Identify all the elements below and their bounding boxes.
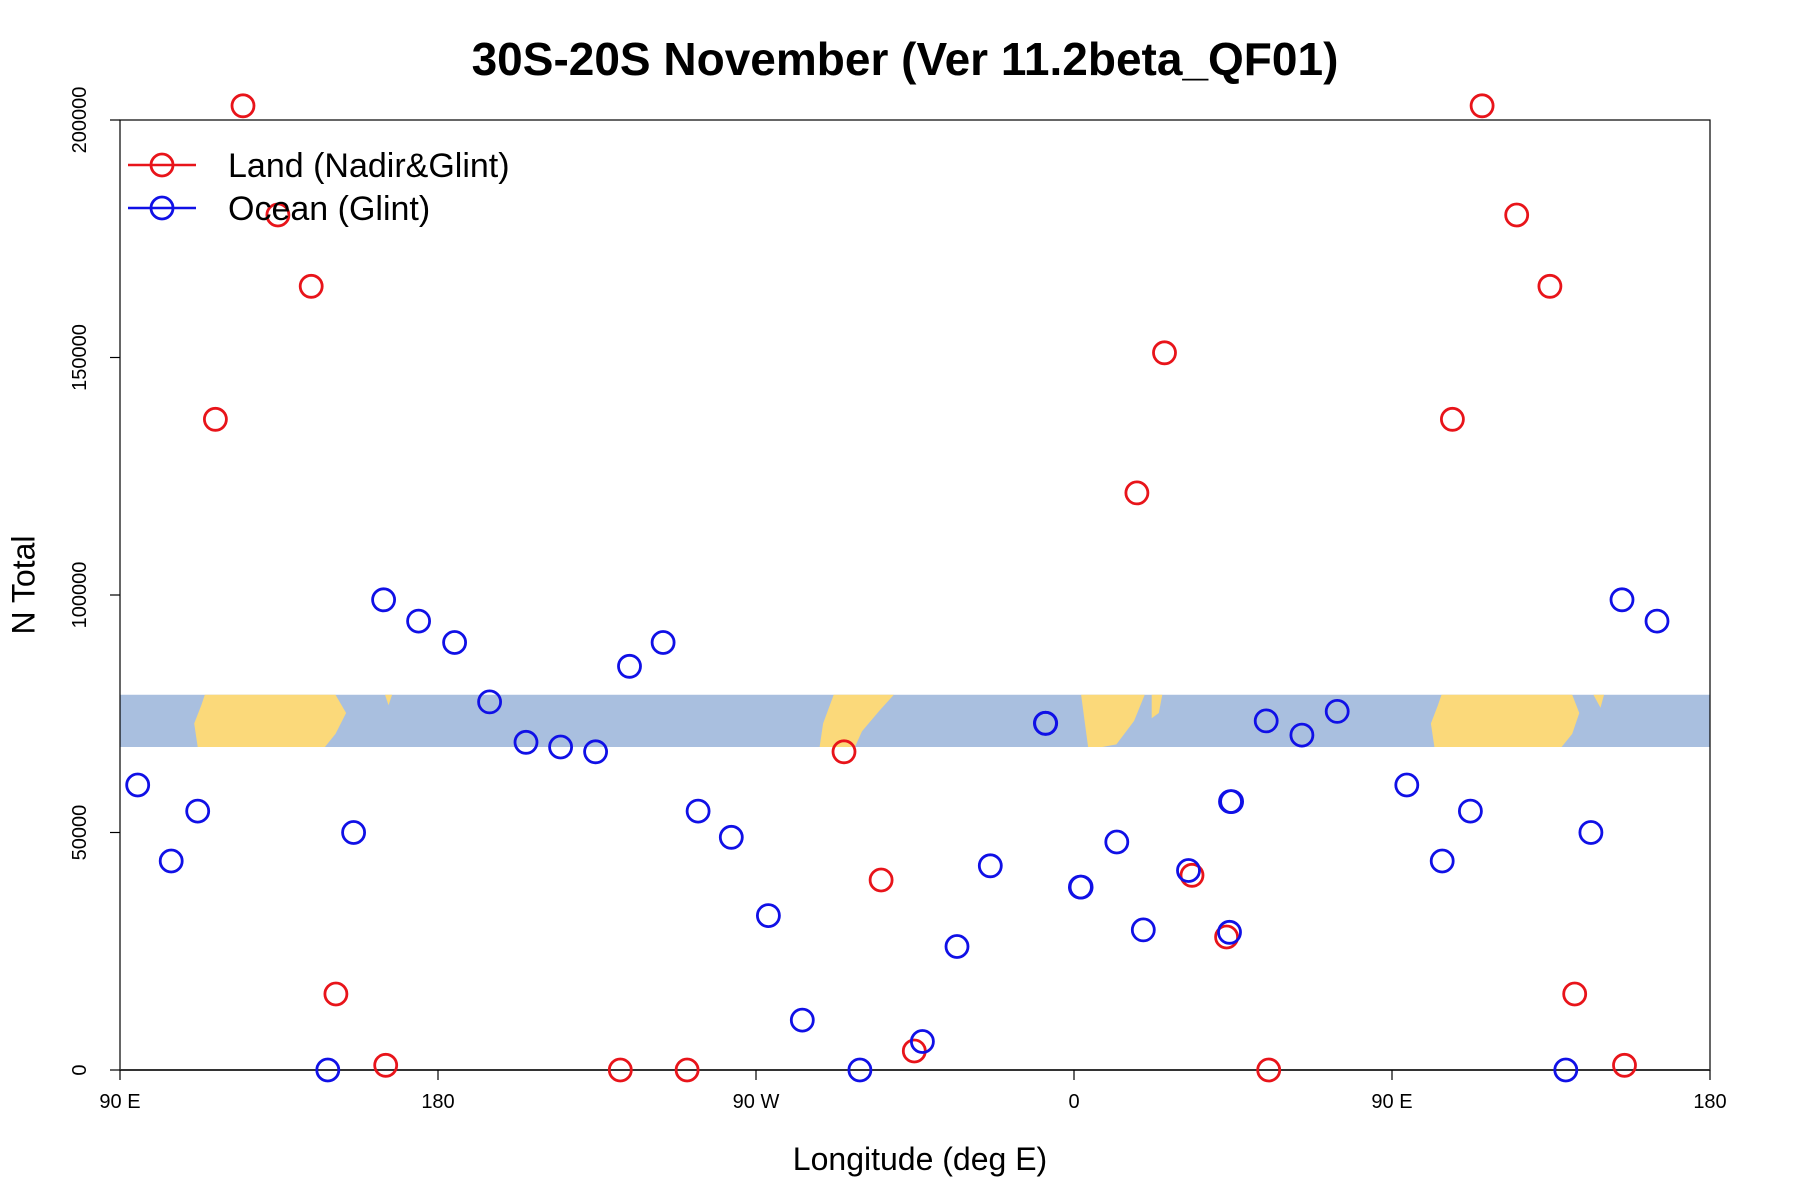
data-point: [548, 734, 573, 760]
data-point: [944, 934, 970, 959]
data-point: [1578, 820, 1604, 845]
data-point: [1429, 848, 1455, 874]
data-point: [674, 1057, 700, 1083]
data-point: [1394, 772, 1420, 798]
data-point: [1644, 608, 1670, 634]
data-point: [650, 630, 676, 655]
x-axis-label: Longitude (deg E): [793, 1141, 1047, 1177]
data-point: [977, 853, 1003, 879]
y-tick-label: 0: [69, 1064, 91, 1075]
data-point: [1562, 981, 1588, 1007]
data-point: [1217, 919, 1242, 945]
map-landmass: [1593, 694, 1604, 708]
data-point: [1324, 699, 1350, 724]
data-point: [406, 608, 432, 634]
legend-label-ocean: Ocean (Glint): [228, 190, 430, 228]
data-point: [1440, 406, 1465, 432]
legend: Land (Nadir&Glint) Ocean (Glint): [128, 147, 510, 228]
map-landmass: [1151, 694, 1163, 719]
data-point: [323, 981, 349, 1007]
data-point: [341, 820, 367, 845]
plot-frame: [119, 119, 1711, 1071]
y-axis: 0 50000 100000 150000 200000: [69, 87, 120, 1076]
data-point: [1104, 829, 1130, 855]
data-point: [607, 1057, 633, 1083]
data-point: [1537, 273, 1563, 299]
data-point: [901, 1038, 927, 1064]
data-point: [265, 202, 291, 228]
map-landmass: [1081, 694, 1145, 747]
data-point: [910, 1029, 935, 1054]
data-point: [373, 1052, 399, 1078]
x-tick-label: 0: [1068, 1091, 1079, 1113]
y-axis-label: N Total: [5, 535, 41, 634]
x-tick-label: 90 E: [1371, 1091, 1412, 1113]
series-land: [202, 93, 1637, 1083]
x-tick-label: 180: [421, 1091, 454, 1113]
data-point: [1179, 862, 1205, 888]
data-point: [1253, 708, 1279, 734]
data-point: [1033, 710, 1058, 736]
data-point: [718, 824, 744, 850]
data-point: [756, 903, 781, 928]
data-point: [298, 273, 324, 299]
data-point: [1124, 480, 1150, 506]
map-land: [194, 694, 1604, 747]
x-tick-label: 180: [1693, 1091, 1726, 1113]
data-point: [185, 798, 211, 824]
series-ocean: [125, 587, 1670, 1083]
world-map-strip: [120, 694, 1710, 747]
data-point: [230, 93, 256, 119]
chart-title: 30S-20S November (Ver 11.2beta_QF01): [472, 33, 1339, 85]
data-point: [125, 772, 151, 798]
data-point: [513, 729, 539, 755]
y-tick-label: 50000: [69, 805, 91, 861]
data-point: [202, 406, 228, 432]
series-layer: [125, 93, 1670, 1083]
data-point: [583, 739, 608, 765]
data-point: [1553, 1057, 1579, 1083]
y-tick-label: 100000: [69, 562, 91, 629]
x-axis: 90 E 180 90 W 0 90 E 180: [99, 1070, 1727, 1113]
data-point: [831, 739, 857, 765]
data-point: [868, 867, 894, 893]
map-landmass: [1430, 694, 1580, 747]
data-point: [442, 630, 468, 655]
data-point: [617, 653, 642, 679]
data-point: [685, 798, 711, 824]
data-point: [789, 1007, 815, 1033]
data-point: [1458, 798, 1483, 824]
y-tick-label: 200000: [69, 87, 91, 154]
data-point: [315, 1057, 341, 1083]
data-point: [1289, 722, 1315, 748]
data-point: [1068, 874, 1094, 900]
x-tick-label: 90 E: [99, 1091, 140, 1113]
data-point: [477, 689, 503, 715]
legend-marker-land: [149, 152, 175, 178]
data-point: [1469, 93, 1495, 119]
data-point: [1176, 858, 1201, 883]
data-point: [1609, 587, 1635, 613]
data-point: [1256, 1057, 1282, 1083]
data-point: [158, 848, 184, 874]
data-point: [847, 1057, 873, 1083]
y-tick-label: 150000: [69, 324, 91, 391]
map-landmass: [385, 694, 393, 706]
data-point: [1152, 340, 1177, 366]
x-tick-label: 90 W: [733, 1091, 780, 1113]
data-point: [1504, 202, 1530, 228]
data-point: [1219, 789, 1244, 814]
data-point: [371, 587, 397, 613]
data-point: [1612, 1052, 1637, 1078]
legend-entry-ocean: Ocean (Glint): [128, 190, 430, 228]
legend-label-land: Land (Nadir&Glint): [228, 147, 510, 185]
data-point: [1214, 924, 1239, 950]
legend-marker-ocean: [149, 195, 175, 221]
legend-entry-land: Land (Nadir&Glint): [128, 147, 510, 185]
data-point: [1130, 917, 1156, 943]
map-landmass: [194, 694, 347, 747]
map-landmass: [819, 694, 894, 747]
